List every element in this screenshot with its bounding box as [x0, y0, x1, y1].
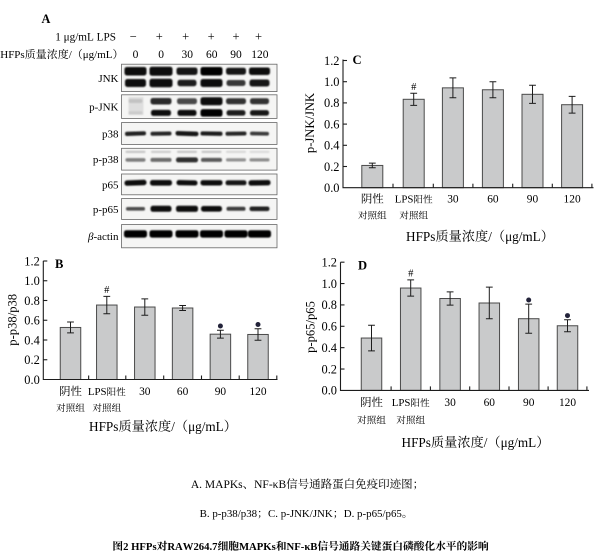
svg-text:1.0: 1.0 [324, 75, 340, 89]
svg-text:120: 120 [249, 386, 266, 398]
svg-text:120: 120 [564, 194, 581, 206]
svg-text:NF-κB: NF-κB [287, 541, 318, 553]
svg-text:A: A [42, 12, 51, 26]
svg-text:60: 60 [487, 194, 499, 206]
svg-text:0.2: 0.2 [322, 362, 338, 376]
svg-text:JNK: JNK [98, 73, 118, 85]
svg-text:/: / [484, 435, 488, 450]
svg-text:C: C [353, 53, 362, 67]
svg-text:p-p38: p-p38 [93, 154, 119, 166]
svg-text:+: + [156, 29, 163, 43]
svg-text:0.6: 0.6 [24, 314, 40, 328]
svg-text:0.8: 0.8 [24, 294, 40, 308]
svg-text:60: 60 [177, 386, 189, 398]
svg-text:1 μg/mL LPS: 1 μg/mL LPS [55, 31, 116, 43]
svg-text:/: / [69, 49, 73, 61]
svg-text:RAW264.7: RAW264.7 [167, 541, 218, 553]
svg-text:30: 30 [182, 49, 194, 61]
svg-text:90: 90 [523, 397, 535, 409]
svg-text:NF-κB: NF-κB [254, 479, 286, 491]
svg-text:30: 30 [447, 194, 459, 206]
svg-text:0.0: 0.0 [24, 373, 40, 387]
svg-text:μg/mL: μg/mL [83, 49, 113, 61]
svg-text:1.0: 1.0 [322, 277, 338, 291]
svg-text:120: 120 [559, 397, 576, 409]
svg-text:/: / [488, 229, 492, 244]
svg-text:0.4: 0.4 [24, 333, 40, 347]
svg-text:90: 90 [527, 194, 539, 206]
svg-text:μg/mL: μg/mL [501, 435, 537, 450]
svg-text:0: 0 [133, 49, 139, 61]
svg-text:HFPs: HFPs [89, 419, 118, 434]
svg-text:0.2: 0.2 [24, 353, 40, 367]
svg-text:+: + [232, 29, 239, 43]
svg-text:C. p-JNK/JNK: C. p-JNK/JNK [268, 508, 333, 520]
svg-text:D: D [358, 259, 367, 273]
svg-text:30: 30 [139, 386, 151, 398]
svg-text:0.4: 0.4 [322, 341, 338, 355]
svg-text:120: 120 [251, 49, 269, 61]
svg-text:0.6: 0.6 [322, 320, 338, 334]
svg-text:p65: p65 [102, 179, 119, 191]
svg-text:-actin: -actin [93, 231, 119, 243]
svg-text:D. p-p65/p65: D. p-p65/p65 [344, 508, 403, 520]
svg-text:0.4: 0.4 [324, 139, 340, 153]
svg-text:0.0: 0.0 [324, 181, 340, 195]
svg-text:1.2: 1.2 [24, 254, 40, 268]
svg-text:2 HFPs: 2 HFPs [123, 541, 157, 553]
svg-text:0.8: 0.8 [324, 96, 340, 110]
svg-text:1.0: 1.0 [24, 274, 40, 288]
svg-text:p-JNK/JNK: p-JNK/JNK [303, 93, 317, 153]
svg-text:p-p38/p38: p-p38/p38 [5, 294, 19, 346]
svg-text:+: + [208, 29, 215, 43]
svg-text:1.2: 1.2 [324, 54, 340, 68]
svg-text:LPS: LPS [395, 194, 414, 206]
svg-text:#: # [411, 82, 417, 93]
svg-text:HFPs: HFPs [0, 49, 24, 61]
svg-text:0.2: 0.2 [324, 160, 340, 174]
svg-text:μg/mL: μg/mL [505, 229, 541, 244]
svg-text:p-p65/p65: p-p65/p65 [303, 301, 317, 353]
svg-text:A. MAPKs: A. MAPKs [191, 479, 243, 491]
svg-text:90: 90 [230, 49, 242, 61]
svg-text:MAPKs: MAPKs [239, 541, 276, 553]
svg-text:/: / [171, 419, 175, 434]
svg-text:p38: p38 [102, 128, 119, 140]
svg-text:LPS: LPS [392, 397, 411, 409]
svg-text:0.6: 0.6 [324, 117, 340, 131]
svg-text:p-JNK: p-JNK [89, 102, 118, 114]
svg-text:HFPs: HFPs [406, 229, 435, 244]
svg-text:μg/mL: μg/mL [188, 419, 224, 434]
svg-text:+: + [255, 29, 262, 43]
svg-text:0: 0 [158, 49, 164, 61]
svg-text:1.2: 1.2 [322, 255, 338, 269]
svg-text:−: − [130, 29, 137, 43]
svg-text:+: + [182, 29, 189, 43]
svg-text:B: B [55, 257, 64, 271]
svg-text:LPS: LPS [88, 386, 107, 398]
svg-text:30: 30 [444, 397, 456, 409]
svg-text:#: # [104, 285, 110, 296]
svg-text:90: 90 [215, 386, 227, 398]
svg-text:B. p-p38/p38: B. p-p38/p38 [200, 508, 258, 520]
svg-text:0.8: 0.8 [322, 298, 338, 312]
svg-text:β: β [87, 231, 94, 243]
svg-text:0.0: 0.0 [322, 384, 338, 398]
svg-text:60: 60 [206, 49, 218, 61]
svg-text:60: 60 [484, 397, 496, 409]
svg-text:#: # [408, 269, 414, 280]
svg-text:p-p65: p-p65 [93, 204, 119, 216]
svg-text:HFPs: HFPs [402, 435, 431, 450]
